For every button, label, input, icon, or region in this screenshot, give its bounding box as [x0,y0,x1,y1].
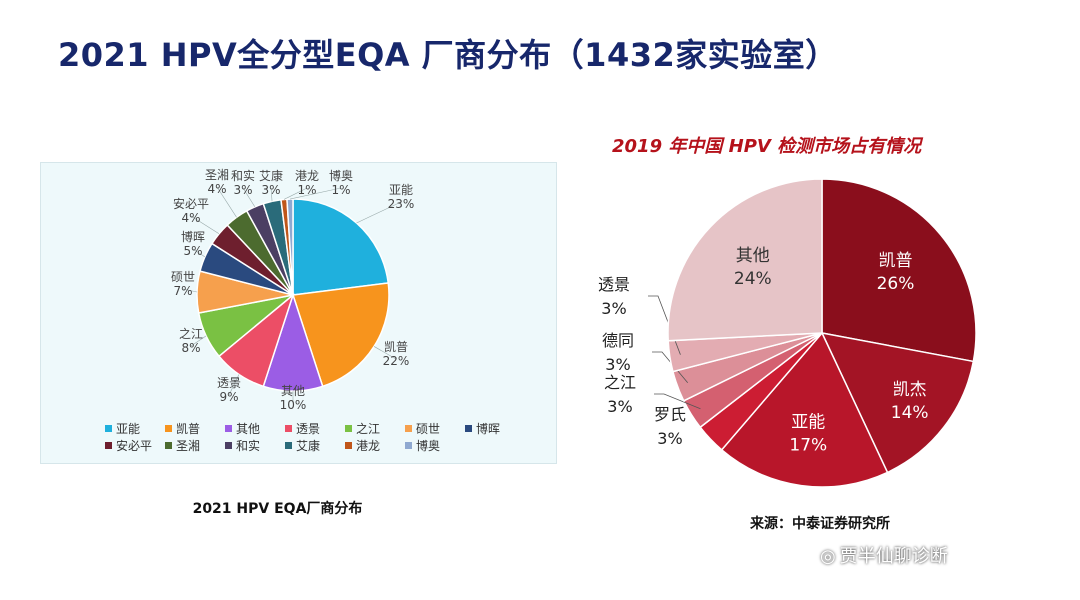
right-slice-label: 之江 [604,373,636,392]
left-pie-chart: 亚能23%凯普22%其他10%透景9%之江8%硕世7%博晖5%安必平4%圣湘4%… [105,167,500,453]
legend-label: 亚能 [116,422,140,436]
legend-swatch [165,442,172,449]
right-slice-percent: 3% [605,355,630,374]
left-slice-label: 港龙 [295,169,319,183]
right-slice-label: 其他 [736,246,770,266]
right-slice-label: 亚能 [791,413,825,433]
right-slice-label: 透景 [598,275,630,294]
right-slice-percent: 3% [657,429,682,448]
right-chart-caption: 来源：中泰证券研究所 [750,516,890,532]
right-slice-label: 凯杰 [893,380,927,400]
left-slice-percent: 4% [207,182,226,196]
left-chart-caption: 2021 HPV EQA厂商分布 [192,501,363,517]
right-pie-slice-1 [820,331,975,474]
slide-title: 2021 HPV全分型EQA 厂商分布（1432家实验室） [58,36,838,74]
left-slice-label: 其他 [281,384,305,398]
legend-label: 其他 [236,422,260,436]
left-slice-percent: 10% [280,398,307,412]
legend-swatch [405,425,412,432]
right-slice-label: 罗氏 [654,405,686,424]
legend-swatch [285,442,292,449]
legend-label: 透景 [296,422,320,436]
left-slice-label: 亚能 [389,183,413,197]
right-chart-title: 2019 年中国 HPV 检测市场占有情况 [612,136,922,157]
left-pie-slice-1 [292,282,390,388]
left-slice-percent: 1% [297,183,316,197]
right-slice-label: 德同 [602,331,634,350]
left-leader-line [289,187,342,200]
left-leader-line [228,374,240,396]
left-slice-percent: 1% [331,183,350,197]
legend-swatch [345,425,352,432]
legend-label: 博晖 [476,421,500,436]
right-slice-percent: 24% [734,269,772,289]
legend-label: 之江 [356,422,380,436]
left-slice-percent: 7% [173,284,192,298]
legend-label: 凯普 [176,422,200,436]
right-leader-line [652,351,689,383]
legend-swatch [465,425,472,432]
left-pie-slice-12 [286,198,294,296]
legend-swatch [225,442,232,449]
left-slice-label: 和实 [231,168,255,183]
legend-label: 艾康 [296,438,320,453]
legend-label: 和实 [236,438,260,453]
legend-swatch [285,425,292,432]
left-leader-line [190,215,220,235]
left-leader-line [270,187,273,202]
left-slice-label: 博晖 [181,229,205,244]
left-leader-line [190,335,207,347]
left-chart-panel: 亚能 23% 凯普 22% 其他 10% 透景 9% 之江 8% 硕世 7% 博晖 5% 安必平 4% 圣湘 4%… [40,162,557,464]
right-pie-slice-2 [720,331,889,488]
watermark-text: 贾半仙聊诊断 [839,546,948,567]
wechat-icon: ◎ [820,546,836,567]
right-pie-slice-0 [821,178,977,363]
left-leader-line [216,186,237,218]
left-slice-percent: 8% [181,341,200,355]
left-slice-label: 之江 [179,327,203,341]
right-slice-percent: 3% [601,299,626,318]
legend-label: 硕世 [416,422,440,436]
legend-label: 港龙 [356,439,380,453]
left-leader-line [373,346,397,360]
right-slice-percent: 3% [607,397,632,416]
left-slice-label: 凯普 [384,340,408,354]
legend-swatch [105,442,112,449]
watermark: ◎ 贾半仙聊诊断 [820,542,948,568]
left-slice-percent: 3% [233,183,252,197]
left-slice-label: 博奥 [329,168,353,183]
left-slice-percent: 9% [219,390,238,404]
left-slice-label: 安必平 [173,196,209,211]
legend-label: 安必平 [116,438,152,453]
left-slice-percent: 5% [183,244,202,258]
left-slice-label: 艾康 [259,168,283,183]
left-leader-line [356,201,402,224]
left-leader-line [242,187,256,208]
legend-label: 博奥 [416,438,440,453]
right-slice-percent: 26% [877,274,915,294]
legend-swatch [345,442,352,449]
legend-swatch [225,425,232,432]
left-slice-percent: 22% [383,354,410,368]
legend-swatch [105,425,112,432]
left-slice-label: 透景 [217,376,241,390]
left-slice-label: 硕世 [171,270,195,284]
left-leader-line [182,288,198,293]
left-leader-line [283,187,308,200]
left-pie-slice-0 [292,198,390,296]
right-pie-slice-7 [667,178,823,342]
left-slice-percent: 4% [181,211,200,225]
right-slice-percent: 14% [891,403,929,423]
legend-label: 圣湘 [176,438,200,453]
left-leader-line [192,248,206,258]
right-slice-label: 凯普 [878,251,912,271]
left-slice-percent: 23% [388,197,415,211]
right-leader-line [654,393,701,410]
right-slice-percent: 17% [789,436,827,456]
legend-swatch [405,442,412,449]
left-slice-percent: 3% [261,183,280,197]
left-slice-label: 圣湘 [205,167,229,182]
legend-swatch [165,425,172,432]
